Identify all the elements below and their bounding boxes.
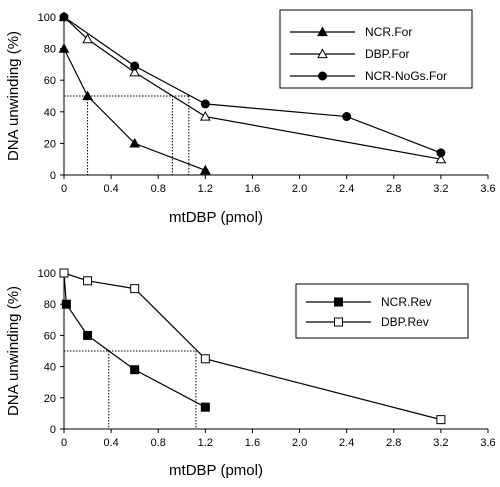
x-tick-label: 1.6 xyxy=(245,437,260,449)
x-tick-label: 2.4 xyxy=(339,437,354,449)
legend: NCR.For DBP.For NCR-NoGs.For xyxy=(279,9,473,89)
legend-marker xyxy=(317,26,328,37)
x-tick-label: 1.2 xyxy=(198,183,213,195)
x-tick-label: 3.2 xyxy=(433,437,448,449)
data-point xyxy=(199,111,211,121)
y-tick-label: 60 xyxy=(44,75,56,87)
series-DBP.Rev xyxy=(59,268,446,425)
x-tick-label: 1.6 xyxy=(245,183,260,195)
data-point xyxy=(58,43,70,53)
data-point xyxy=(83,276,93,286)
x-tick-label: 0.4 xyxy=(103,437,118,449)
data-point xyxy=(59,268,69,278)
y-tick-label: 0 xyxy=(50,170,56,182)
data-point xyxy=(435,153,447,164)
series-NCR.For xyxy=(58,43,211,175)
x-tick-label: 2.0 xyxy=(292,437,307,449)
x-tick-label: 3.2 xyxy=(433,183,448,195)
legend: NCR.Rev DBP.Rev xyxy=(295,283,469,339)
legend-label: NCR.Rev xyxy=(381,295,432,309)
series-line xyxy=(63,272,206,408)
legend-label: NCR-NoGs.For xyxy=(365,69,447,83)
legend-marker xyxy=(334,317,343,327)
y-tick-label: 80 xyxy=(44,44,56,56)
chart-2: 0 0.4 0.8 1.2 1.6 2.0 2.4 2.8 3.2 3.6 0 20 40 60 80 100… xyxy=(5,268,496,479)
y-tick-label: 20 xyxy=(44,393,56,405)
data-point xyxy=(129,137,141,148)
x-tick-label: 0.4 xyxy=(103,183,118,195)
data-point xyxy=(130,61,140,71)
x-tick-label: 1.2 xyxy=(198,437,213,449)
y-axis-label: DNA unwinding (%) xyxy=(5,286,22,416)
legend-marker xyxy=(317,48,328,59)
data-point xyxy=(82,90,93,101)
x-tick-label: 0.8 xyxy=(151,183,166,195)
x-tick-label: 0 xyxy=(61,183,67,195)
y-tick-label: 20 xyxy=(44,138,56,150)
y-tick-label: 100 xyxy=(38,268,56,280)
data-point xyxy=(129,66,141,77)
data-point xyxy=(200,354,210,364)
y-tick-label: 40 xyxy=(44,362,56,374)
data-point xyxy=(59,12,69,22)
data-point xyxy=(130,284,140,294)
data-point xyxy=(200,99,210,109)
data-point xyxy=(199,164,211,175)
y-axis-label: DNA unwinding (%) xyxy=(5,31,22,161)
legend-box xyxy=(279,9,473,89)
x-tick-label: 2.0 xyxy=(292,183,307,195)
y-tick-label: 100 xyxy=(38,12,56,24)
data-point xyxy=(200,402,210,412)
data-point xyxy=(61,299,71,309)
data-point xyxy=(342,112,352,122)
data-point xyxy=(436,148,446,158)
legend-label: NCR.For xyxy=(365,25,412,39)
data-point xyxy=(83,330,93,340)
x-tick-label: 2.8 xyxy=(386,183,401,195)
legend-label: DBP.Rev xyxy=(381,315,429,329)
y-tick-label: 80 xyxy=(44,299,56,311)
legend-marker xyxy=(334,297,343,307)
x-axis-label: mtDBP (pmol) xyxy=(169,462,263,479)
legend-box xyxy=(295,283,469,339)
x-tick-label: 2.8 xyxy=(386,437,401,449)
y-tick-label: 60 xyxy=(44,330,56,342)
legend-label: DBP.For xyxy=(365,47,409,61)
data-point xyxy=(130,365,140,375)
x-tick-label: 3.6 xyxy=(480,437,495,449)
legend-marker xyxy=(318,71,327,81)
x-axis-label: mtDBP (pmol) xyxy=(169,209,263,226)
x-tick-label: 2.4 xyxy=(339,183,354,195)
data-point xyxy=(436,415,446,425)
chart-1: 0 0.4 0.8 1.2 1.6 2.0 2.4 2.8 3.2 3.6 0 20 40 60 80 100… xyxy=(5,9,496,226)
x-tick-label: 0.8 xyxy=(151,437,166,449)
x-tick-label: 3.6 xyxy=(480,183,495,195)
y-tick-label: 40 xyxy=(44,107,56,119)
data-point xyxy=(82,33,93,44)
y-tick-label: 0 xyxy=(50,424,56,436)
series-NCR-NoGs.For xyxy=(59,12,446,158)
x-tick-label: 0 xyxy=(61,437,67,449)
series-line xyxy=(63,48,206,171)
